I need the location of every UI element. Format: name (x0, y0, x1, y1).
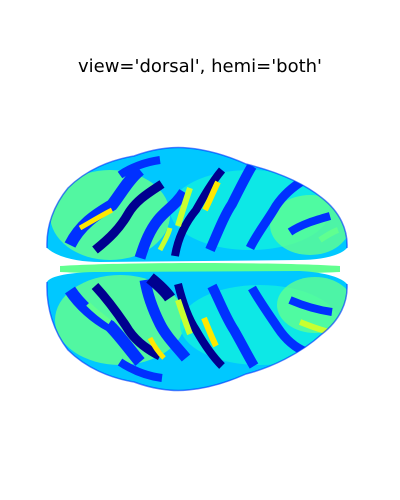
upper-hemisphere (46, 147, 348, 262)
lower-hemisphere (46, 271, 348, 391)
figure-title: view='dorsal', hemi='both' (77, 56, 323, 77)
